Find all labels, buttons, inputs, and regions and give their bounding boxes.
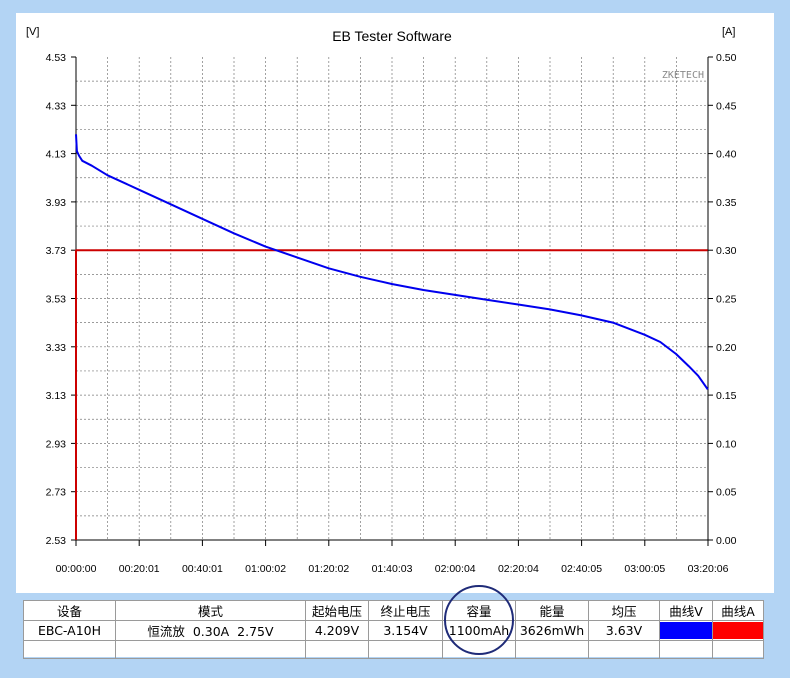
left-tick-label: 4.53 (46, 52, 67, 64)
header-energy: 能量 (515, 600, 589, 621)
header-start-voltage: 起始电压 (305, 600, 369, 621)
curve-v-color-swatch[interactable] (659, 620, 713, 641)
x-tick-label: 02:40:05 (561, 563, 602, 575)
current-series-line (75, 249, 708, 540)
voltage-series-line (75, 134, 709, 390)
x-tick-label: 00:40:01 (182, 563, 223, 575)
left-tick-label: 2.53 (46, 535, 67, 547)
table-row[interactable]: EBC-A10H 恒流放 0.30A 2.75V 4.209V 3.154V 1… (23, 620, 764, 641)
right-tick-label: 0.25 (716, 294, 737, 306)
left-tick-label: 2.73 (46, 487, 67, 499)
x-tick-label: 01:40:03 (372, 563, 413, 575)
x-tick-label: 01:00:02 (245, 563, 286, 575)
voltage-current-chart: EB Tester Software [V] [A] ZKETECH 4.53 4… (26, 26, 737, 575)
header-mode: 模式 (115, 600, 306, 621)
header-capacity: 容量 (442, 600, 516, 621)
empty-cell (23, 640, 116, 659)
right-tick-label: 0.15 (716, 390, 737, 402)
watermark: ZKETECH (662, 70, 704, 81)
right-tick-label: 0.50 (716, 52, 737, 64)
empty-cell (305, 640, 369, 659)
x-tick-label: 01:20:02 (308, 563, 349, 575)
cell-capacity: 1100mAh (442, 620, 516, 641)
x-tick-label: 03:00:05 (624, 563, 665, 575)
left-tick-label: 3.13 (46, 390, 67, 402)
curve-a-color-swatch[interactable] (712, 620, 764, 641)
left-tick-label: 3.93 (46, 197, 67, 209)
empty-cell (659, 640, 713, 659)
right-axis-unit: [A] (722, 26, 735, 38)
right-tick-label: 0.20 (716, 342, 737, 354)
x-tick-label: 03:20:06 (688, 563, 729, 575)
left-axis-unit: [V] (26, 26, 39, 38)
cell-start-voltage: 4.209V (305, 620, 369, 641)
x-tick-label: 00:00:00 (56, 563, 97, 575)
x-tick-label: 02:20:04 (498, 563, 539, 575)
empty-cell (588, 640, 660, 659)
empty-cell (515, 640, 589, 659)
left-tick-label: 4.33 (46, 100, 67, 112)
left-tick-label: 3.53 (46, 294, 67, 306)
chart-title: EB Tester Software (332, 28, 452, 44)
left-tick-label: 3.33 (46, 342, 67, 354)
right-tick-label: 0.10 (716, 438, 737, 450)
left-tick-label: 2.93 (46, 438, 67, 450)
header-curve-a: 曲线A (712, 600, 764, 621)
empty-cell (442, 640, 516, 659)
right-tick-label: 0.30 (716, 245, 737, 257)
right-tick-label: 0.00 (716, 535, 737, 547)
cell-mode: 恒流放 0.30A 2.75V (115, 620, 306, 641)
cell-energy: 3626mWh (515, 620, 589, 641)
right-tick-label: 0.05 (716, 487, 737, 499)
empty-cell (115, 640, 306, 659)
empty-cell (712, 640, 764, 659)
cell-avg-voltage: 3.63V (588, 620, 660, 641)
empty-cell (368, 640, 443, 659)
cell-end-voltage: 3.154V (368, 620, 443, 641)
left-tick-label: 3.73 (46, 245, 67, 257)
x-tick-label: 02:00:04 (435, 563, 476, 575)
chart-panel: EB Tester Software [V] [A] ZKETECH 4.53 4… (16, 13, 774, 593)
left-tick-label: 4.13 (46, 149, 67, 161)
table-header-row: 设备 模式 起始电压 终止电压 容量 能量 均压 曲线V 曲线A (23, 600, 764, 621)
summary-table: 设备 模式 起始电压 终止电压 容量 能量 均压 曲线V 曲线A EBC-A10… (23, 600, 764, 659)
header-end-voltage: 终止电压 (368, 600, 443, 621)
x-tick-label: 00:20:01 (119, 563, 160, 575)
right-tick-label: 0.40 (716, 149, 737, 161)
table-empty-row (23, 640, 764, 659)
right-tick-label: 0.45 (716, 100, 737, 112)
header-avg-voltage: 均压 (588, 600, 660, 621)
right-tick-label: 0.35 (716, 197, 737, 209)
header-device: 设备 (23, 600, 116, 621)
cell-device: EBC-A10H (23, 620, 116, 641)
header-curve-v: 曲线V (659, 600, 713, 621)
